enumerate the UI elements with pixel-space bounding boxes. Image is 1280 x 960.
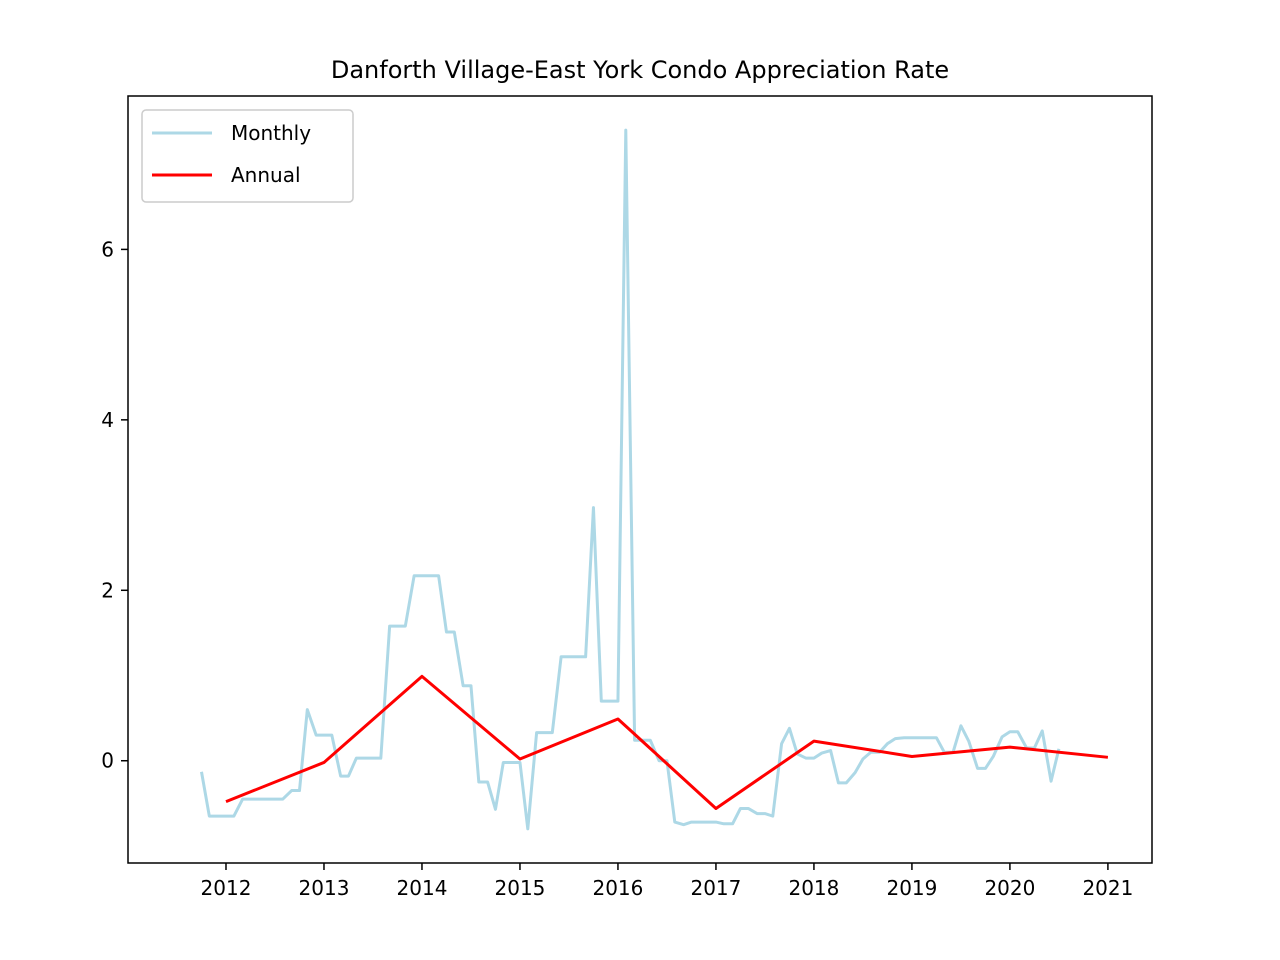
y-tick-label: 0 [101,749,114,773]
x-tick-label: 2014 [397,876,448,900]
x-tick-label: 2020 [984,876,1035,900]
x-axis: 2012 2013 2014 2015 2016 2017 2018 2019 2020 2021 [201,863,1133,900]
series-line-annual [225,674,1109,810]
legend-label-monthly: Monthly [231,121,311,145]
x-tick-label: 2018 [788,876,839,900]
x-tick-label: 2013 [299,876,350,900]
y-tick-label: 4 [101,408,114,432]
axes-frame [127,95,1153,864]
y-axis: 0 2 4 6 [101,237,128,773]
y-tick-label: 2 [101,578,114,602]
legend: Monthly Annual [141,109,354,203]
x-tick-label: 2015 [495,876,546,900]
x-tick-label: 2016 [592,876,643,900]
x-tick-label: 2012 [201,876,252,900]
plot-area [200,128,1109,831]
x-tick-label: 2019 [886,876,937,900]
chart-title: Danforth Village-East York Condo Appreci… [331,56,949,84]
legend-label-annual: Annual [231,163,301,187]
x-tick-label: 2017 [690,876,741,900]
y-tick-label: 6 [101,237,114,261]
series-line-monthly [200,128,1061,831]
x-tick-label: 2021 [1082,876,1133,900]
